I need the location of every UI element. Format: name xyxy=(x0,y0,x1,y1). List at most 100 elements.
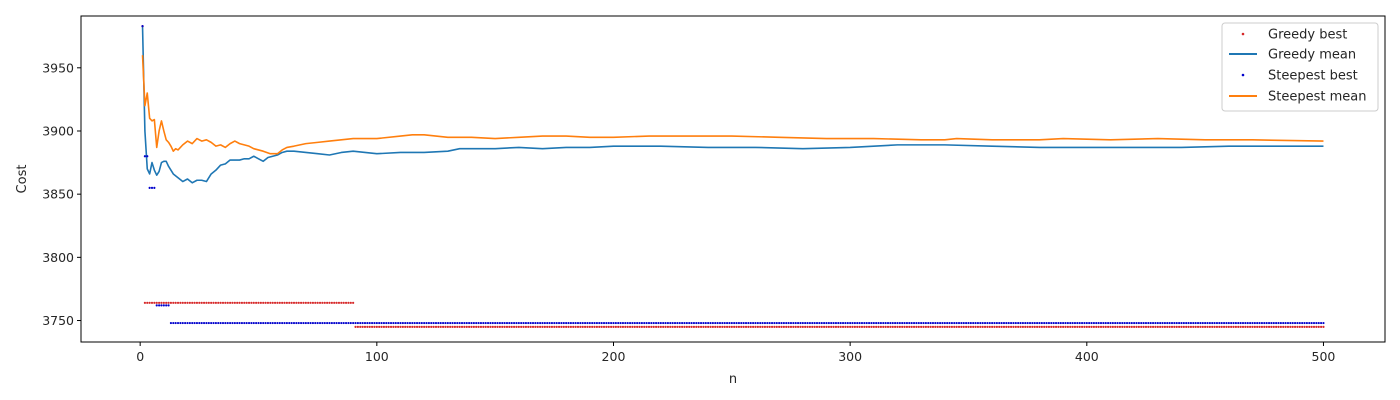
data-point-steepest-best xyxy=(849,321,852,325)
data-point-greedy-best xyxy=(633,325,636,328)
data-point-greedy-best xyxy=(787,325,790,328)
x-tick-label: 0 xyxy=(136,349,144,364)
data-point-steepest-best xyxy=(174,321,177,325)
data-point-greedy-best xyxy=(546,325,549,328)
data-point-greedy-best xyxy=(704,325,707,328)
data-point-steepest-best xyxy=(659,321,662,325)
data-point-greedy-best xyxy=(1005,325,1008,328)
data-point-greedy-best xyxy=(860,325,864,328)
data-point-steepest-best xyxy=(347,321,350,325)
data-point-steepest-best xyxy=(683,321,686,325)
data-point-steepest-best xyxy=(165,304,168,307)
data-point-steepest-best xyxy=(515,321,518,325)
data-point-steepest-best xyxy=(801,321,804,325)
data-point-greedy-best xyxy=(851,325,854,328)
data-point-steepest-best xyxy=(207,321,210,325)
data-point-greedy-best xyxy=(200,301,203,304)
data-point-steepest-best xyxy=(1305,321,1308,325)
data-point-greedy-best xyxy=(624,325,627,328)
data-point-steepest-best xyxy=(896,321,899,325)
data-point-greedy-best xyxy=(441,325,445,328)
data-point-steepest-best xyxy=(255,321,258,325)
data-point-steepest-best xyxy=(934,321,937,325)
data-point-greedy-best xyxy=(697,325,700,328)
data-point-steepest-best xyxy=(1159,321,1162,325)
data-point-greedy-best xyxy=(714,325,717,328)
data-point-greedy-best xyxy=(718,325,722,328)
data-point-greedy-best xyxy=(725,325,729,328)
data-point-greedy-best xyxy=(1320,325,1323,328)
data-point-greedy-best xyxy=(569,325,572,328)
data-point-steepest-best xyxy=(1144,321,1148,325)
data-point-steepest-best xyxy=(451,321,454,325)
data-point-steepest-best xyxy=(792,321,795,325)
data-point-greedy-best xyxy=(1315,325,1318,328)
data-point-greedy-best xyxy=(271,301,274,304)
data-point-greedy-best xyxy=(581,325,584,328)
data-point-greedy-best xyxy=(1308,325,1311,328)
data-point-steepest-best xyxy=(524,321,528,325)
data-point-steepest-best xyxy=(794,321,797,325)
data-point-greedy-best xyxy=(1076,325,1079,328)
data-point-greedy-best xyxy=(342,301,345,304)
data-point-steepest-best xyxy=(673,321,677,325)
data-point-greedy-best xyxy=(169,301,173,304)
data-point-greedy-best xyxy=(998,325,1001,328)
data-point-steepest-best xyxy=(512,321,516,325)
data-point-greedy-best xyxy=(399,325,402,328)
data-point-steepest-best xyxy=(1066,321,1069,325)
data-point-greedy-best xyxy=(245,301,248,304)
legend-box xyxy=(1221,22,1379,112)
data-point-greedy-best xyxy=(699,325,703,328)
data-point-greedy-best xyxy=(979,325,982,328)
data-point-greedy-best xyxy=(333,301,336,304)
data-point-steepest-best xyxy=(434,321,438,325)
data-point-steepest-best xyxy=(529,321,532,325)
data-point-greedy-best xyxy=(489,325,492,328)
data-point-greedy-best xyxy=(562,325,565,328)
data-point-greedy-best xyxy=(1180,325,1183,328)
data-point-greedy-best xyxy=(1009,325,1013,328)
data-point-greedy-best xyxy=(1286,325,1290,328)
data-point-greedy-best xyxy=(510,325,513,328)
data-point-steepest-best xyxy=(1019,321,1022,325)
data-point-greedy-best xyxy=(804,325,807,328)
data-point-greedy-best xyxy=(408,325,412,328)
data-point-steepest-best xyxy=(264,321,267,325)
x-axis-label: n xyxy=(729,372,737,387)
data-point-steepest-best xyxy=(219,321,222,325)
data-point-steepest-best xyxy=(1289,321,1292,325)
data-point-greedy-best xyxy=(555,325,558,328)
data-point-steepest-best xyxy=(1078,321,1081,325)
data-point-steepest-best xyxy=(1244,321,1247,325)
data-point-greedy-best xyxy=(1163,325,1167,328)
data-point-greedy-best xyxy=(965,325,968,328)
data-point-steepest-best xyxy=(882,321,885,325)
data-point-greedy-best xyxy=(1036,325,1039,328)
data-point-steepest-best xyxy=(974,321,977,325)
data-point-steepest-best xyxy=(633,321,636,325)
data-point-steepest-best xyxy=(607,321,610,325)
data-point-greedy-best xyxy=(737,325,741,328)
data-point-steepest-best xyxy=(468,321,471,325)
data-point-greedy-best xyxy=(1092,325,1096,328)
data-point-steepest-best xyxy=(484,321,487,325)
data-point-steepest-best xyxy=(150,186,154,189)
data-point-steepest-best xyxy=(1175,321,1178,325)
data-point-steepest-best xyxy=(273,321,277,325)
data-point-steepest-best xyxy=(920,321,923,325)
data-point-greedy-best xyxy=(972,325,975,328)
data-point-greedy-best xyxy=(356,325,359,328)
data-point-greedy-best xyxy=(614,325,617,328)
data-point-greedy-best xyxy=(728,325,731,328)
data-point-steepest-best xyxy=(856,321,859,325)
data-point-steepest-best xyxy=(1047,321,1051,325)
data-point-greedy-best xyxy=(778,325,781,328)
data-point-steepest-best xyxy=(188,321,191,325)
data-point-greedy-best xyxy=(1040,325,1043,328)
data-point-greedy-best xyxy=(1185,325,1188,328)
data-point-greedy-best xyxy=(579,325,582,328)
data-point-steepest-best xyxy=(356,321,359,325)
data-point-steepest-best xyxy=(979,321,982,325)
data-point-greedy-best xyxy=(1173,325,1176,328)
